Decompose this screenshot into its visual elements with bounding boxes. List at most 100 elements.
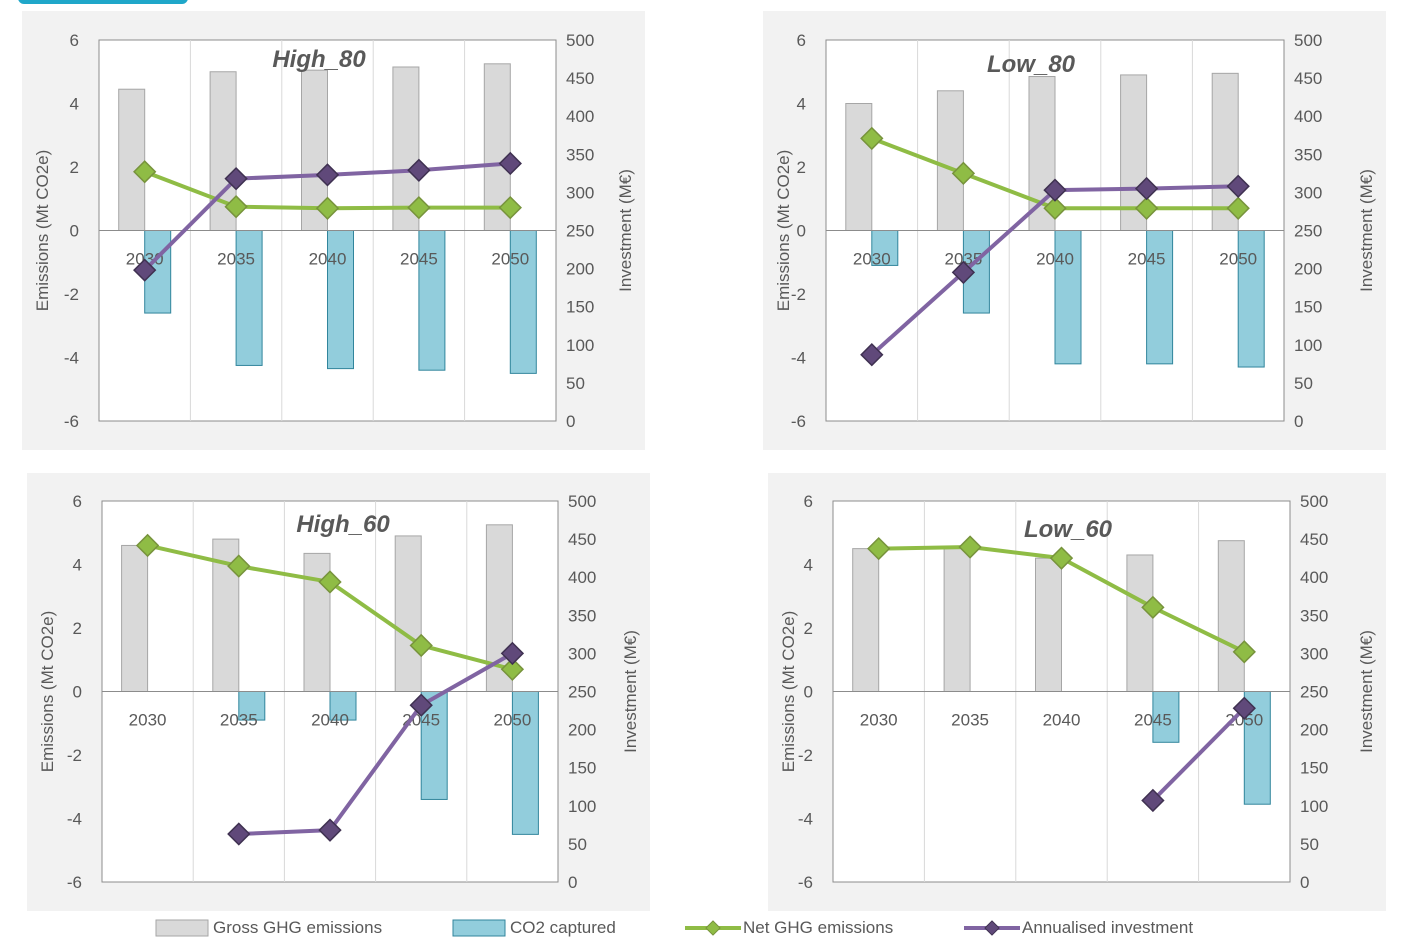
y-tick-label: 2	[804, 619, 813, 638]
x-tick-label: 2035	[951, 711, 989, 730]
y2-tick-label: 400	[568, 568, 596, 587]
bar-co2-captured	[327, 230, 354, 370]
y2-tick-label: 150	[568, 759, 596, 778]
y-tick-label: -4	[67, 810, 82, 829]
point-annualised-investment	[500, 641, 525, 666]
point-annualised-investment	[409, 693, 433, 717]
point-net-ghg	[500, 657, 525, 681]
tab-marker	[18, 0, 188, 4]
y-tick-label: -2	[64, 285, 79, 304]
y2-tick-label: 250	[568, 683, 596, 702]
y-tick-label: 4	[797, 95, 806, 114]
y2-tick-label: 150	[1300, 759, 1328, 778]
point-annualised-investment	[224, 167, 248, 191]
y2-tick-label: 450	[1294, 69, 1322, 88]
y-tick-label: 6	[797, 31, 806, 50]
point-net-ghg	[1043, 196, 1067, 220]
y2-tick-label: 50	[568, 835, 587, 854]
y-tick-label: 0	[804, 683, 813, 702]
point-annualised-investment	[227, 822, 251, 846]
y2-tick-label: 250	[1294, 222, 1322, 241]
chart-title: High_80	[272, 46, 366, 73]
x-tick-label: 2050	[1219, 250, 1257, 269]
y2-tick-label: 350	[1300, 606, 1328, 625]
y2-tick-label: 100	[566, 336, 594, 355]
point-annualised-investment	[318, 818, 342, 842]
bar-co2-captured	[329, 691, 357, 721]
y-tick-label: 4	[73, 556, 82, 575]
point-net-ghg	[1232, 640, 1256, 664]
bar-gross-ghg	[1217, 540, 1245, 692]
point-net-ghg	[135, 533, 160, 558]
y-tick-label: 6	[73, 492, 82, 511]
chart-title: Low_60	[1024, 516, 1113, 543]
bar-gross-ghg	[845, 103, 873, 231]
legend-net-marker	[705, 920, 721, 936]
y2-tick-label: 500	[566, 31, 594, 50]
point-net-ghg	[133, 160, 157, 184]
y2-tick-label: 200	[1300, 721, 1328, 740]
point-net-ghg	[315, 196, 340, 220]
legend-gross-swatch	[155, 919, 209, 937]
bar-gross-ghg	[121, 544, 149, 693]
y2-tick-label: 50	[1294, 374, 1313, 393]
y-tick-label: 4	[70, 95, 79, 114]
line-annualised-investment	[1151, 706, 1246, 802]
y2-tick-label: 0	[568, 873, 577, 892]
y-tick-label: 2	[70, 158, 79, 177]
chart-title: Low_80	[987, 51, 1076, 78]
point-annualised-investment	[1043, 178, 1067, 202]
y2-tick-label: 450	[568, 530, 596, 549]
x-tick-label: 2035	[217, 250, 255, 269]
x-tick-label: 2040	[309, 250, 347, 269]
y-tick-label: -4	[798, 810, 813, 829]
y2-tick-label: 400	[1294, 107, 1322, 126]
x-tick-label: 2040	[311, 711, 349, 730]
x-tick-label: 2050	[491, 250, 529, 269]
y-tick-label: -4	[64, 349, 79, 368]
x-tick-label: 2035	[220, 711, 258, 730]
point-net-ghg	[498, 195, 522, 220]
y2-tick-label: 150	[1294, 298, 1322, 317]
y2-tick-label: 100	[1294, 336, 1322, 355]
point-net-ghg	[1141, 595, 1165, 620]
legend-investment-marker	[984, 920, 1000, 936]
chart-panel-high_60: -6 -4 -2 0 2 4 6 0 50 100 150 200 250 300 350 400 450 500…	[27, 473, 650, 911]
chart-panel-low_80: -6 -4 -2 0 2 4 6 0 50 100 150 200 250 300 350 400 450 500…	[763, 11, 1386, 450]
y2-axis-label: Investment (M€)	[1357, 169, 1376, 292]
y2-tick-label: 150	[566, 298, 594, 317]
y-tick-label: -6	[798, 873, 813, 892]
bar-gross-ghg	[943, 546, 971, 692]
y2-tick-label: 300	[1300, 644, 1328, 663]
point-annualised-investment	[315, 163, 340, 187]
y2-tick-label: 100	[1300, 797, 1328, 816]
point-net-ghg	[1049, 546, 1074, 570]
y2-tick-label: 300	[1294, 183, 1322, 202]
bar-co2-captured	[1237, 230, 1265, 368]
y2-tick-label: 400	[566, 107, 594, 126]
y2-tick-label: 50	[1300, 835, 1319, 854]
point-net-ghg	[867, 536, 891, 561]
legend-captured-label: CO2 captured	[510, 918, 616, 937]
y2-tick-label: 200	[568, 721, 596, 740]
legend-captured-swatch	[452, 919, 506, 937]
chart-title: High_60	[296, 511, 390, 538]
y-tick-label: 2	[73, 619, 82, 638]
point-annualised-investment	[1141, 788, 1165, 813]
y-axis-label: Emissions (Mt CO2e)	[38, 611, 57, 773]
y-axis-label: Emissions (Mt CO2e)	[779, 611, 798, 773]
y-tick-label: -4	[791, 349, 806, 368]
x-tick-label: 2030	[860, 711, 898, 730]
y2-tick-label: 350	[568, 606, 596, 625]
y2-axis-label: Investment (M€)	[1357, 630, 1376, 753]
y-tick-label: 0	[797, 222, 806, 241]
y2-tick-label: 100	[568, 797, 596, 816]
bar-co2-captured	[235, 230, 263, 366]
y2-tick-label: 500	[1300, 492, 1328, 511]
point-net-ghg	[1226, 196, 1250, 220]
bar-co2-captured	[1054, 230, 1082, 365]
y-tick-label: 4	[804, 556, 813, 575]
x-tick-label: 2045	[1128, 250, 1166, 269]
y2-axis-label: Investment (M€)	[621, 630, 640, 753]
